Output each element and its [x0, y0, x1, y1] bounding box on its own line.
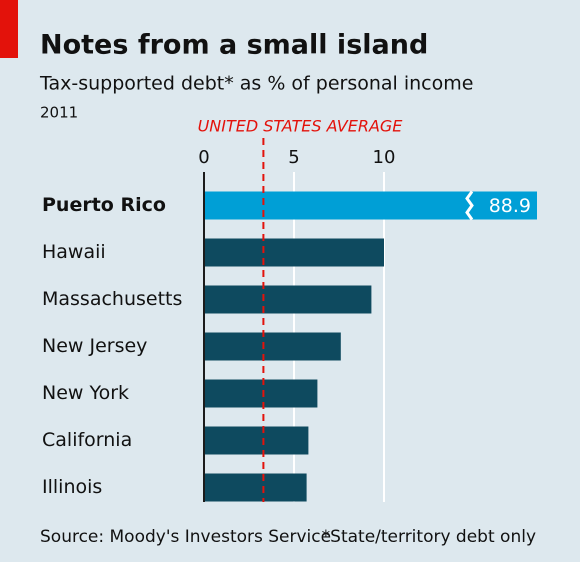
chart-subtitle: Tax-supported debt* as % of personal inc… — [39, 73, 473, 95]
x-tick-label: 0 — [198, 147, 209, 168]
axis-break — [465, 190, 474, 221]
bar — [205, 332, 341, 361]
x-tick-label: 10 — [373, 147, 396, 168]
y-tick-label: California — [42, 429, 132, 451]
x-tick-label: 5 — [288, 147, 299, 168]
source: Source: Moody's Investors Service — [40, 527, 331, 547]
bar — [205, 379, 318, 408]
bar — [205, 238, 384, 267]
footnote: *State/territory debt only — [322, 527, 536, 547]
y-tick-label: Hawaii — [42, 241, 106, 263]
y-tick-label: New Jersey — [42, 335, 147, 357]
bar — [205, 191, 537, 220]
y-tick-label: Puerto Rico — [42, 194, 166, 216]
chart-date: 2011 — [40, 104, 78, 122]
reference-label: UNITED STATES AVERAGE — [198, 117, 404, 136]
chart-title: Notes from a small island — [40, 30, 428, 61]
y-tick-label: Illinois — [42, 476, 102, 498]
y-tick-label: New York — [42, 382, 129, 404]
y-tick-label: Massachusetts — [42, 288, 182, 310]
bar — [205, 285, 372, 314]
bar — [205, 473, 307, 502]
bar — [205, 426, 309, 455]
value-label: 88.9 — [489, 195, 531, 217]
corner-tag — [0, 0, 18, 58]
